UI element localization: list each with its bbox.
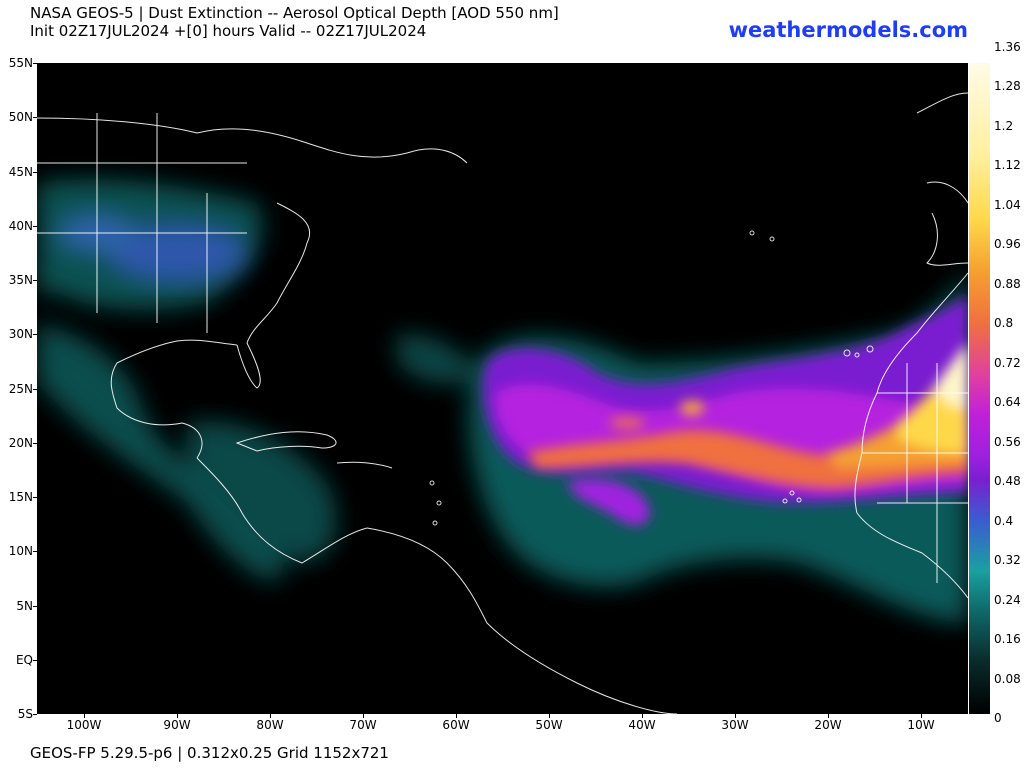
brand-logo-text[interactable]: weathermodels.com [728, 18, 968, 42]
lat-label: 15N [8, 490, 33, 504]
lon-tick [456, 714, 457, 718]
coastlines [37, 92, 968, 714]
lon-tick [84, 714, 85, 718]
colorbar-tick-label: 1.2 [994, 118, 1014, 133]
lat-label: 40N [8, 218, 33, 233]
lat-tick [33, 334, 37, 336]
lat-label: 45N [8, 164, 33, 179]
colorbar-tick-label: 0.96 [994, 237, 1021, 252]
model-grid-info: GEOS-FP 5.29.5-p6 | 0.312x0.25 Grid 1152… [30, 744, 389, 762]
lon-label: 70W [349, 718, 377, 732]
map-title: NASA GEOS-5 | Dust Extinction -- Aerosol… [30, 4, 559, 22]
colorbar-tick-label: 0.8 [994, 316, 1014, 331]
colorbar-tick-label: 0.72 [994, 355, 1021, 370]
lat-tick [33, 659, 37, 661]
dust-plume-core [527, 343, 968, 488]
lon-tick [921, 714, 922, 718]
colorbar-tick-label: 0.4 [994, 513, 1014, 528]
lat-label: EQ [15, 652, 33, 667]
lat-tick [33, 225, 37, 227]
lon-tick [270, 714, 271, 718]
lon-tick [177, 714, 178, 718]
colorbar-tick-label: 1.28 [994, 79, 1021, 94]
lon-label: 100W [66, 718, 102, 732]
lat-tick [33, 442, 37, 444]
colorbar-tick-label: 0.48 [994, 474, 1021, 489]
colorbar-tick-label: 0.16 [994, 632, 1021, 647]
colorbar-tick-label: 0 [994, 711, 1002, 725]
lat-tick [33, 497, 37, 498]
lat-label: 35N [8, 273, 33, 287]
lat-label: 25N [8, 381, 33, 396]
islands [429, 230, 874, 526]
colorbar-tick-label: 0.24 [994, 592, 1021, 607]
colorbar-tick-label: 0.32 [994, 553, 1021, 568]
lon-label: 90W [163, 718, 191, 732]
lat-label: 20N [8, 435, 33, 450]
colorbar-tick-label: 0.56 [994, 434, 1021, 449]
lon-label: 10W [907, 718, 935, 732]
colorbar-tick-label: 1.04 [994, 197, 1021, 212]
lat-tick [33, 605, 37, 607]
lon-tick [735, 714, 736, 718]
colorbar-tick-label: 0.08 [994, 671, 1021, 686]
lat-tick [33, 388, 37, 390]
lon-label: 80W [256, 718, 284, 732]
lon-label: 40W [628, 718, 656, 732]
lat-tick [33, 280, 37, 281]
colorbar-tick-label: 0.64 [994, 395, 1021, 410]
colorbar-tick-label: 1.36 [994, 40, 1021, 54]
lat-tick [33, 117, 37, 119]
lon-label: 20W [814, 718, 842, 732]
lat-label: 5S [17, 707, 33, 721]
lon-tick [363, 714, 364, 718]
lon-label: 60W [442, 718, 470, 732]
lat-label: 10N [8, 544, 33, 559]
lon-tick [549, 714, 550, 718]
lat-label: 30N [8, 327, 33, 342]
aod-map [37, 63, 968, 714]
colorbar-tick-label: 1.12 [994, 158, 1021, 173]
colorbar-tick-label: 0.88 [994, 276, 1021, 291]
lat-tick [33, 551, 37, 553]
lat-tick [33, 714, 37, 715]
lon-label: 50W [535, 718, 563, 732]
lon-tick [828, 714, 829, 718]
lat-tick [33, 63, 37, 64]
lon-label: 30W [721, 718, 749, 732]
lon-tick [642, 714, 643, 718]
lat-tick [33, 171, 37, 173]
aod-colorbar [969, 63, 990, 714]
lat-label: 50N [8, 110, 33, 125]
lat-label: 5N [16, 598, 33, 613]
lat-label: 55N [8, 56, 33, 70]
map-subtitle-valid-time: Init 02Z17JUL2024 +[0] hours Valid -- 02… [30, 22, 427, 40]
